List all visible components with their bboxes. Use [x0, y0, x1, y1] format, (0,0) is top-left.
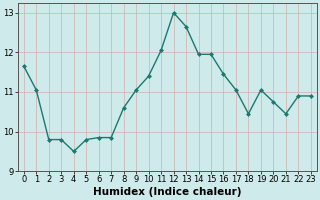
- X-axis label: Humidex (Indice chaleur): Humidex (Indice chaleur): [93, 187, 242, 197]
